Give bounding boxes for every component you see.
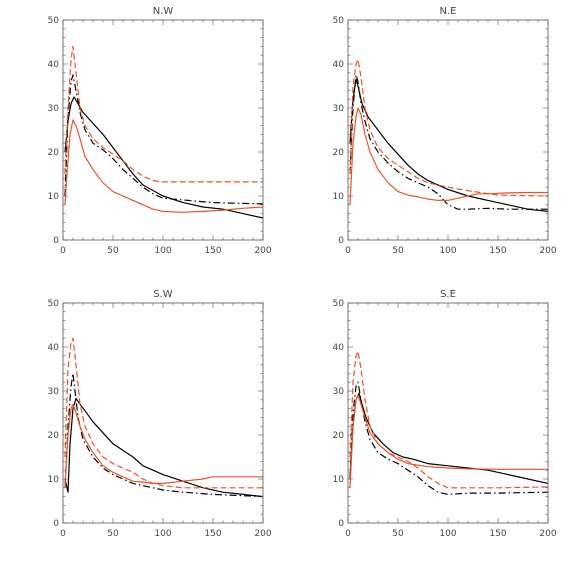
x-tick-label: 0 [60, 529, 66, 539]
series-line-black-solid [64, 397, 264, 498]
y-tick-label: 0 [338, 519, 344, 529]
y-tick-label: 40 [48, 60, 60, 70]
y-tick-label: 40 [333, 60, 345, 70]
series-line-orange-solid [64, 119, 264, 213]
y-tick-label: 10 [333, 192, 345, 202]
y-tick-label: 10 [48, 192, 60, 202]
y-tick-label: 40 [333, 343, 345, 353]
plot-frame [347, 302, 549, 524]
x-tick-label: 150 [204, 529, 221, 539]
series-line-black-dashdot [349, 381, 549, 495]
x-tick-label: 0 [345, 529, 351, 539]
x-tick-label: 150 [489, 246, 506, 256]
x-tick-label: 200 [254, 529, 271, 539]
series-line-black-dashdot [64, 372, 264, 498]
chart-panel-2: S.W 0 50 100 150 200 0 10 20 30 40 50 [48, 289, 272, 539]
y-tick-label: 30 [48, 387, 60, 397]
series-line-orange-dashed [349, 59, 549, 197]
y-tick-label: 20 [333, 431, 345, 441]
y-tick-label: 30 [48, 104, 60, 114]
panel-title: S.W [153, 289, 173, 300]
y-tick-label: 0 [53, 519, 59, 529]
chart-panel-1: N.E 0 50 100 150 200 0 10 20 30 40 50 [333, 6, 557, 256]
y-tick-label: 0 [338, 236, 344, 246]
panel-title: S.E [440, 289, 456, 300]
x-tick-label: 200 [539, 246, 556, 256]
x-tick-label: 150 [489, 529, 506, 539]
y-tick-label: 30 [333, 104, 345, 114]
y-tick-label: 20 [48, 431, 60, 441]
x-tick-label: 50 [107, 246, 119, 256]
x-tick-label: 50 [392, 529, 404, 539]
y-tick-label: 0 [53, 236, 59, 246]
series-line-black-dashdot [64, 74, 264, 205]
x-tick-label: 100 [154, 246, 171, 256]
x-tick-label: 100 [439, 246, 456, 256]
series-line-orange-solid [349, 107, 548, 205]
plot-frame [62, 19, 264, 241]
y-tick-label: 50 [333, 16, 345, 26]
panel-title: N.W [153, 6, 174, 17]
series-line-black-solid [64, 96, 264, 219]
y-tick-label: 10 [333, 475, 345, 485]
panel-title: N.E [440, 6, 457, 17]
x-tick-label: 150 [204, 246, 221, 256]
x-tick-label: 0 [345, 246, 351, 256]
x-tick-label: 50 [392, 246, 404, 256]
chart-panel-0: N.W 0 50 100 150 200 0 10 20 30 40 50 [48, 6, 272, 256]
y-tick-label: 10 [48, 475, 60, 485]
x-tick-label: 200 [539, 529, 556, 539]
chart-panel-3: S.E 0 50 100 150 200 0 10 20 30 40 50 [333, 289, 557, 539]
y-tick-label: 40 [48, 343, 60, 353]
series-line-orange-solid [349, 394, 548, 488]
x-tick-label: 100 [154, 529, 171, 539]
series-line-orange-dashed [349, 350, 549, 489]
y-tick-label: 50 [48, 16, 60, 26]
x-tick-label: 0 [60, 246, 66, 256]
x-tick-label: 100 [439, 529, 456, 539]
series-line-black-solid [349, 78, 549, 212]
y-tick-label: 20 [48, 148, 60, 158]
y-tick-label: 30 [333, 387, 345, 397]
series-line-orange-dashed [64, 45, 263, 183]
series-line-black-solid [349, 392, 549, 484]
y-tick-label: 20 [333, 148, 345, 158]
y-tick-label: 50 [48, 299, 60, 309]
series-line-orange-dashed [64, 337, 263, 489]
series-line-black-dashdot [349, 74, 548, 210]
x-tick-label: 200 [254, 246, 271, 256]
series-line-orange-solid [64, 403, 263, 488]
y-tick-label: 50 [333, 299, 345, 309]
x-tick-label: 50 [107, 529, 119, 539]
